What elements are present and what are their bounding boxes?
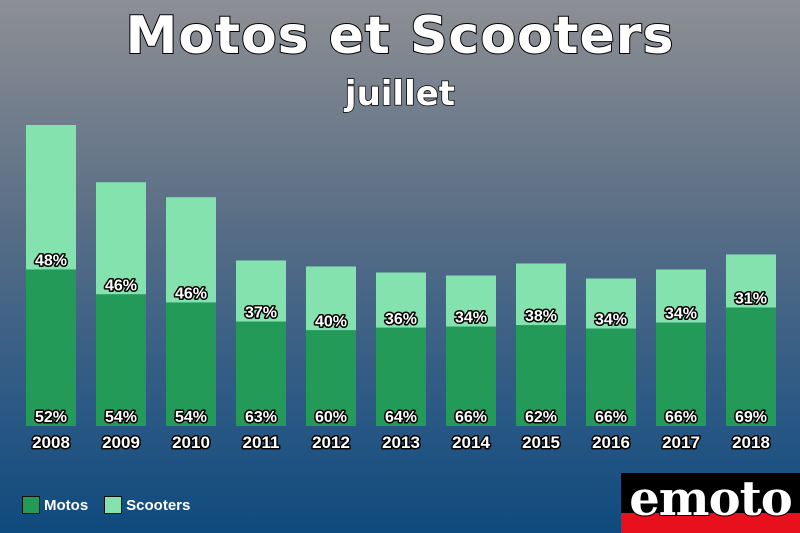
- bar-scooters-2008: [26, 125, 76, 270]
- data-label-scooters-2016: 34%: [595, 312, 627, 329]
- data-label-motos-2018: 69%: [735, 409, 767, 426]
- data-label-motos-2015: 62%: [525, 409, 557, 426]
- x-tick-label-2009: 2009: [102, 433, 140, 452]
- bar-motos-2010: [166, 302, 216, 426]
- data-label-scooters-2014: 34%: [455, 310, 487, 327]
- bar-motos-2012: [306, 330, 356, 426]
- data-label-motos-2011: 63%: [245, 409, 277, 426]
- data-label-motos-2008: 52%: [35, 409, 67, 426]
- bar-scooters-2012: [306, 266, 356, 331]
- data-label-scooters-2012: 40%: [315, 313, 347, 330]
- bar-motos-2008: [26, 269, 76, 426]
- bar-scooters-2018: [726, 254, 776, 308]
- data-label-scooters-2008: 48%: [35, 252, 67, 269]
- bar-scooters-2013: [376, 272, 426, 328]
- bar-motos-2014: [446, 326, 496, 426]
- legend-label-motos: Motos: [44, 496, 89, 514]
- bar-motos-2015: [516, 325, 566, 426]
- bar-motos-2011: [236, 321, 286, 426]
- x-tick-label-2014: 2014: [452, 433, 490, 452]
- data-label-scooters-2013: 36%: [385, 311, 417, 328]
- bar-scooters-2014: [446, 275, 496, 327]
- bar-scooters-2009: [96, 182, 146, 295]
- bar-motos-2017: [656, 322, 706, 426]
- x-tick-label-2011: 2011: [243, 433, 280, 452]
- bar-scooters-2016: [586, 278, 636, 329]
- logo-red-band: [621, 513, 800, 533]
- x-tick-label-2018: 2018: [732, 433, 770, 452]
- data-label-motos-2014: 66%: [455, 409, 487, 426]
- legend: Motos Scooters: [22, 496, 206, 514]
- data-label-motos-2017: 66%: [665, 409, 697, 426]
- legend-item-scooters: Scooters: [104, 496, 190, 514]
- data-label-scooters-2015: 38%: [525, 308, 557, 325]
- stacked-bar-chart: 48% 52% 2008 46% 54% 2009 46% 54% 2010 37% 63% 2011…: [26, 125, 776, 454]
- bar-motos-2018: [726, 307, 776, 426]
- data-label-motos-2012: 60%: [315, 409, 347, 426]
- bar-motos-2009: [96, 294, 146, 426]
- x-tick-label-2012: 2012: [312, 433, 350, 452]
- bar-scooters-2011: [236, 260, 286, 322]
- data-label-motos-2010: 54%: [175, 409, 207, 426]
- data-label-scooters-2010: 46%: [175, 285, 207, 302]
- bar-scooters-2015: [516, 263, 566, 326]
- x-tick-label-2015: 2015: [522, 433, 560, 452]
- chart-subtitle: juillet: [344, 73, 456, 115]
- data-label-scooters-2011: 37%: [245, 305, 277, 322]
- legend-swatch-scooters: [104, 496, 123, 514]
- bar-motos-2016: [586, 328, 636, 426]
- bar-scooters-2017: [656, 269, 706, 323]
- x-tick-label-2017: 2017: [662, 433, 700, 452]
- legend-item-motos: Motos: [22, 496, 88, 514]
- bar-motos-2013: [376, 327, 426, 426]
- x-tick-label-2013: 2013: [382, 433, 420, 452]
- data-label-scooters-2009: 46%: [105, 277, 137, 294]
- data-label-motos-2009: 54%: [105, 409, 137, 426]
- data-label-scooters-2018: 31%: [735, 291, 767, 308]
- data-label-motos-2013: 64%: [385, 409, 417, 426]
- logo-text: emoto: [628, 473, 794, 528]
- chart-title: Motos et Scooters: [125, 5, 675, 67]
- data-label-motos-2016: 66%: [595, 409, 627, 426]
- legend-label-scooters: Scooters: [126, 496, 191, 514]
- x-tick-label-2010: 2010: [172, 433, 210, 452]
- legend-swatch-motos: [22, 496, 40, 514]
- data-label-scooters-2017: 34%: [665, 306, 697, 323]
- x-tick-label-2008: 2008: [32, 433, 70, 452]
- emoto-logo: emoto: [621, 473, 800, 533]
- x-tick-label-2016: 2016: [592, 433, 630, 452]
- bar-scooters-2010: [166, 197, 216, 303]
